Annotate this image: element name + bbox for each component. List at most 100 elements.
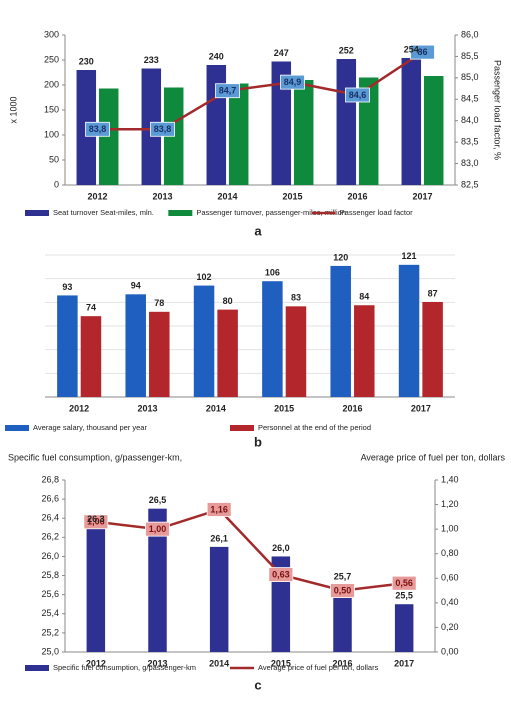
value-label: 26,0 xyxy=(272,543,290,553)
line-value-label: 0,63 xyxy=(272,569,290,579)
y2-tick-label: 85,5 xyxy=(461,51,479,61)
value-label: 26,3 xyxy=(87,514,105,524)
y-tick-label: 50 xyxy=(49,154,59,164)
y2-tick-label: 84,5 xyxy=(461,94,479,104)
legend-swatch xyxy=(25,665,49,671)
value-label: 94 xyxy=(131,281,141,291)
legend-swatch xyxy=(230,425,254,431)
y2-tick-label: 1,00 xyxy=(441,524,459,534)
x-tick-label: 2017 xyxy=(394,658,414,668)
value-label: 252 xyxy=(339,45,354,55)
value-label: 233 xyxy=(144,55,159,65)
y-tick-label: 26,4 xyxy=(41,513,59,523)
line-value-label: 0,56 xyxy=(395,578,413,588)
y-tick-label: 25,6 xyxy=(41,589,59,599)
bar xyxy=(330,265,351,397)
y2-tick-label: 1,40 xyxy=(441,474,459,484)
bar xyxy=(422,301,443,397)
x-tick-label: 2014 xyxy=(209,658,229,668)
legend-swatch xyxy=(25,210,49,216)
value-label: 121 xyxy=(402,251,417,261)
value-label: 26,1 xyxy=(210,533,228,543)
y2-tick-label: 83,0 xyxy=(461,158,479,168)
line-value-label: 1,06 xyxy=(87,517,105,527)
label-box xyxy=(150,121,175,137)
x-tick-label: 2012 xyxy=(69,403,89,413)
value-label: 84 xyxy=(359,292,369,302)
panel-label: c xyxy=(254,677,261,692)
label-box xyxy=(410,44,435,60)
label-box xyxy=(215,83,240,99)
legend-swatch xyxy=(5,425,29,431)
y-tick-label: 300 xyxy=(44,29,59,39)
value-label: 26,5 xyxy=(149,495,167,505)
label-box xyxy=(280,74,305,90)
line-value-label: 83,8 xyxy=(154,124,172,134)
y-tick-label: 26,2 xyxy=(41,532,59,542)
value-label: 240 xyxy=(209,51,224,61)
value-label: 25,5 xyxy=(395,591,413,601)
legend-label: Passenger load factor xyxy=(340,208,413,217)
x-tick-label: 2016 xyxy=(332,658,352,668)
y-tick-label: 25,4 xyxy=(41,608,59,618)
x-tick-label: 2016 xyxy=(347,191,367,201)
x-tick-label: 2017 xyxy=(411,403,431,413)
panel-label: a xyxy=(254,223,262,238)
value-label: 102 xyxy=(197,272,212,282)
x-tick-label: 2015 xyxy=(271,658,291,668)
y2-tick-label: 0,40 xyxy=(441,597,459,607)
y-tick-label: 26,8 xyxy=(41,474,59,484)
y-tick-label: 25,8 xyxy=(41,570,59,580)
bar xyxy=(228,83,249,185)
line-value-label: 83,8 xyxy=(89,124,107,134)
label-box xyxy=(268,567,294,582)
x-tick-label: 2016 xyxy=(342,403,362,413)
value-label: 120 xyxy=(333,252,348,262)
bar xyxy=(398,264,420,397)
y2-axis-title: Passenger load factor, % xyxy=(493,60,503,160)
value-label: 247 xyxy=(274,48,289,58)
y-axis-title: Specific fuel consumption, g/passenger-k… xyxy=(8,452,182,462)
line-value-label: 84,7 xyxy=(219,86,237,96)
bar xyxy=(57,295,78,397)
legend-label: Passenger turnover, passenger-miles, mil… xyxy=(196,208,346,217)
bar xyxy=(86,527,106,652)
value-label: 80 xyxy=(223,296,233,306)
bar xyxy=(401,58,422,185)
line-value-label: 86 xyxy=(417,47,427,57)
bar xyxy=(148,508,167,652)
bar xyxy=(262,281,283,397)
label-box xyxy=(85,121,110,137)
legend-label: Average price of fuel per ton, dollars xyxy=(258,663,379,672)
y-tick-label: 25,2 xyxy=(41,627,59,637)
x-tick-label: 2013 xyxy=(137,403,157,413)
x-tick-label: 2012 xyxy=(86,658,106,668)
label-box xyxy=(391,575,417,591)
panel-label: b xyxy=(254,434,262,449)
y2-tick-label: 0,00 xyxy=(441,646,459,656)
bar xyxy=(209,546,229,652)
legend-label: Specific fuel consumption, g/passenger-k… xyxy=(53,663,196,672)
bar xyxy=(285,306,307,397)
line-value-label: 1,00 xyxy=(149,524,167,534)
y2-tick-label: 0,80 xyxy=(441,548,459,558)
x-tick-label: 2012 xyxy=(87,191,107,201)
y2-tick-label: 82,5 xyxy=(461,179,479,189)
y-tick-label: 250 xyxy=(44,54,59,64)
value-label: 93 xyxy=(62,282,72,292)
bar xyxy=(394,604,414,652)
y-tick-label: 25,0 xyxy=(41,646,59,656)
x-tick-label: 2017 xyxy=(412,191,432,201)
y2-tick-label: 83,5 xyxy=(461,137,479,147)
y2-tick-label: 0,20 xyxy=(441,622,459,632)
y-tick-label: 100 xyxy=(44,129,59,139)
legend-label: Average salary, thousand per year xyxy=(33,423,147,432)
label-box xyxy=(145,521,170,537)
label-box xyxy=(345,87,370,103)
value-label: 106 xyxy=(265,268,280,278)
bar xyxy=(354,305,375,397)
y-tick-label: 150 xyxy=(44,104,59,114)
line xyxy=(95,508,405,592)
x-tick-label: 2015 xyxy=(274,403,294,413)
